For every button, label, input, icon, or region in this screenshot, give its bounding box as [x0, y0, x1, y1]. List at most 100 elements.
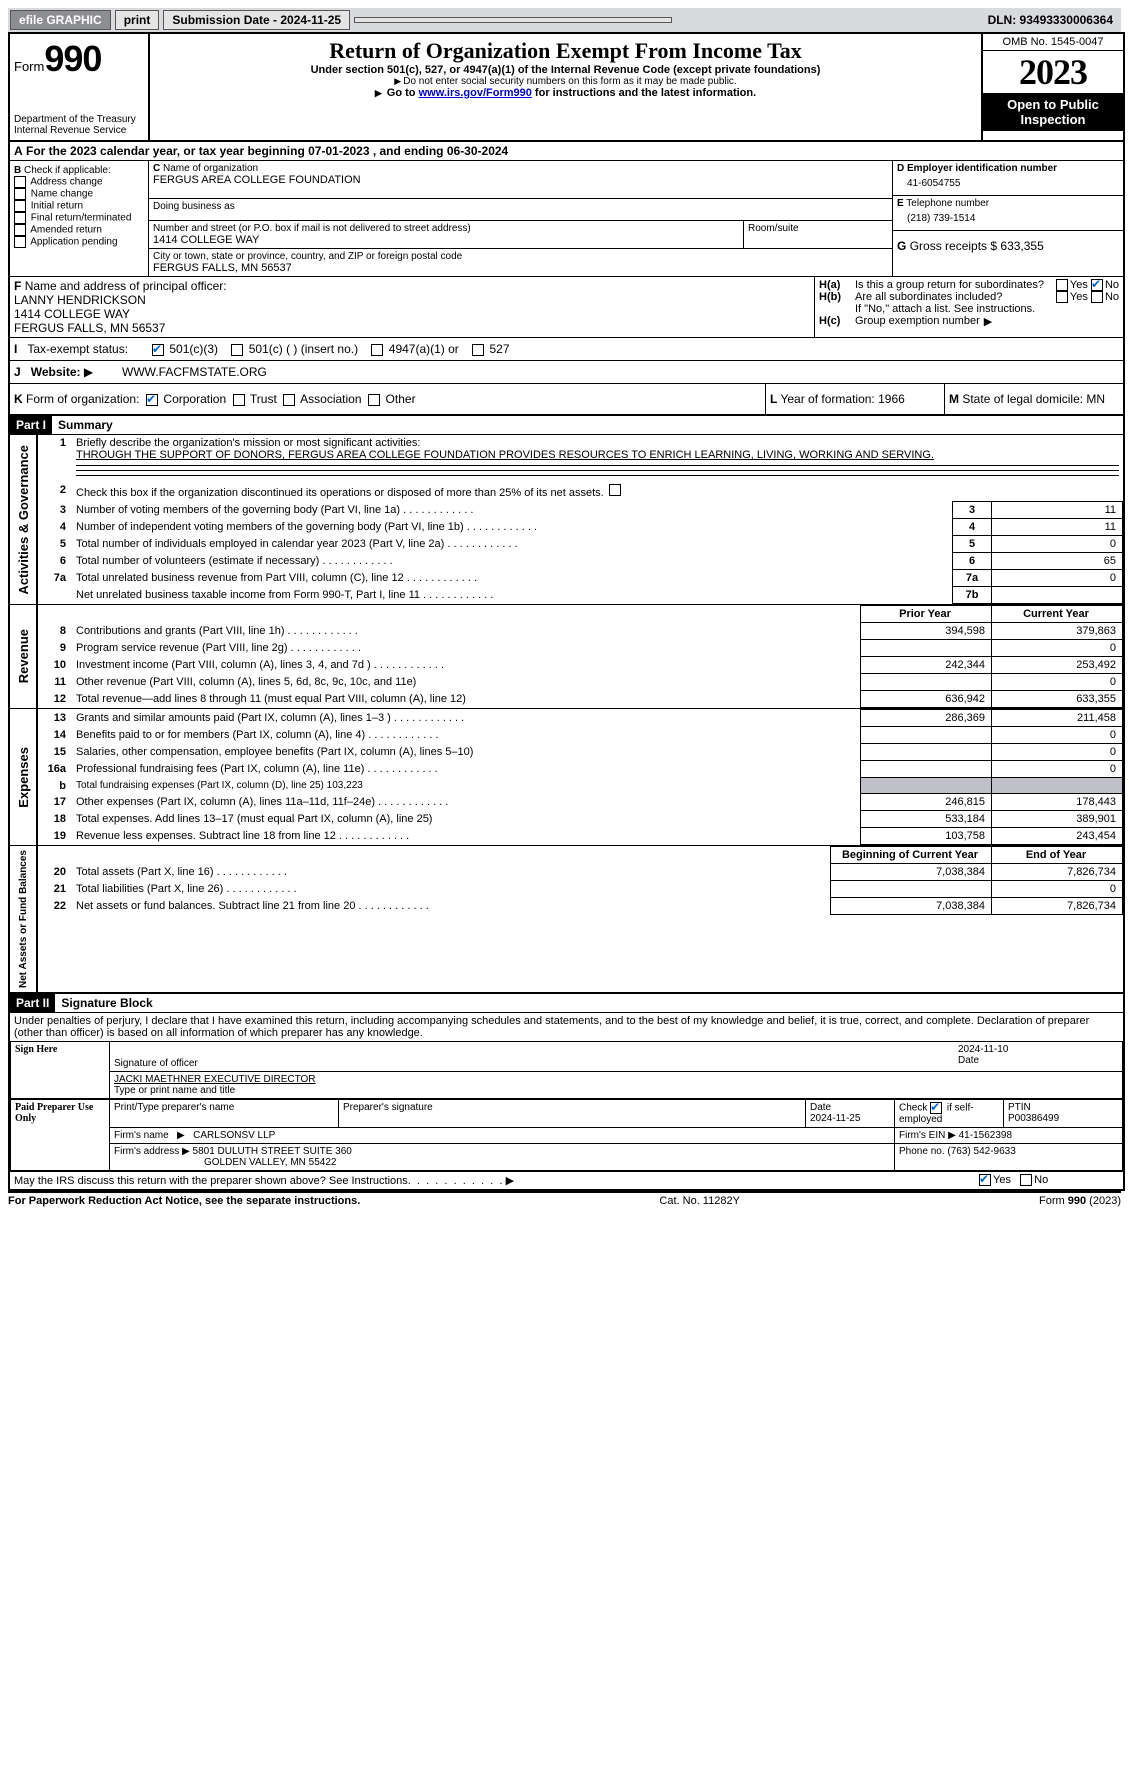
gov-table: 1 Briefly describe the organization's mi… [38, 435, 1123, 604]
section-fh: F Name and address of principal officer:… [10, 276, 1123, 337]
hb-yes[interactable] [1056, 291, 1068, 303]
officer-signed-name: JACKI MAETHNER EXECUTIVE DIRECTOR [114, 1074, 316, 1085]
form-subtitle-3: Go to www.irs.gov/Form990 for instructio… [158, 87, 973, 99]
discuss-row: May the IRS discuss this return with the… [10, 1171, 1123, 1189]
col-deg: D Employer identification number41-60547… [892, 161, 1123, 276]
footer-mid: Cat. No. 11282Y [659, 1195, 740, 1207]
net-section: Net Assets or Fund Balances Beginning of… [10, 845, 1123, 992]
checkbox-app-pending[interactable] [14, 236, 26, 248]
row-i: I Tax-exempt status: 501(c)(3) 501(c) ( … [10, 337, 1123, 361]
header-mid: Return of Organization Exempt From Incom… [150, 34, 981, 140]
cb-501c3[interactable] [152, 344, 164, 356]
tax-year: 2023 [983, 51, 1123, 93]
irs-label: Internal Revenue Service [14, 125, 144, 136]
omb-number: OMB No. 1545-0047 [983, 34, 1123, 51]
part1-body: Activities & Governance 1 Briefly descri… [10, 435, 1123, 604]
firm-name: CARLSONSV LLP [193, 1130, 275, 1141]
checkbox-address-change[interactable] [14, 176, 26, 188]
discuss-yes[interactable] [979, 1174, 991, 1186]
ha-yes[interactable] [1056, 279, 1068, 291]
footer-left: For Paperwork Reduction Act Notice, see … [8, 1195, 360, 1207]
sign-here-label: Sign Here [11, 1042, 110, 1099]
officer-street: 1414 COLLEGE WAY [14, 307, 130, 321]
exp-table: 13Grants and similar amounts paid (Part … [38, 709, 1123, 845]
cb-other[interactable] [368, 394, 380, 406]
firm-addr1: 5801 DULUTH STREET SUITE 360 [193, 1146, 352, 1157]
firm-ein: 41-1562398 [959, 1130, 1012, 1141]
part1-header: Part ISummary [10, 414, 1123, 435]
toolbar-spacer [354, 17, 672, 23]
form-header: Form990 Department of the Treasury Inter… [10, 34, 1123, 142]
cb-527[interactable] [472, 344, 484, 356]
paid-preparer-label: Paid Preparer Use Only [11, 1100, 110, 1171]
calendar-year-text: For the 2023 calendar year, or tax year … [26, 144, 508, 158]
revenue-section: Revenue Prior YearCurrent Year 8Contribu… [10, 604, 1123, 708]
efile-button[interactable]: efile GRAPHIC [10, 10, 111, 30]
mission-text: THROUGH THE SUPPORT OF DONORS, FERGUS AR… [76, 449, 934, 461]
row-a: A For the 2023 calendar year, or tax yea… [10, 142, 1123, 161]
checkbox-name-change[interactable] [14, 188, 26, 200]
sign-date: 2024-11-10 [958, 1044, 1008, 1055]
open-inspection: Open to Public Inspection [983, 93, 1123, 131]
checkbox-initial-return[interactable] [14, 200, 26, 212]
top-toolbar: efile GRAPHIC print Submission Date - 20… [8, 8, 1121, 32]
checkbox-amended[interactable] [14, 224, 26, 236]
officer-city: FERGUS FALLS, MN 56537 [14, 321, 165, 335]
footer-right: Form 990 (2023) [1039, 1195, 1121, 1207]
col-b: B Check if applicable: Address change Na… [10, 161, 149, 276]
row-j: J Website: ▶ WWW.FACFMSTATE.ORG [10, 361, 1123, 384]
state-domicile: MN [1086, 392, 1105, 406]
firm-addr2: GOLDEN VALLEY, MN 55422 [114, 1157, 336, 1168]
cb-4947[interactable] [371, 344, 383, 356]
irs-link[interactable]: www.irs.gov/Form990 [419, 87, 532, 99]
hb-no[interactable] [1091, 291, 1103, 303]
cb-self-employed[interactable] [930, 1102, 942, 1114]
form-title: Return of Organization Exempt From Incom… [158, 38, 973, 64]
discuss-no[interactable] [1020, 1174, 1032, 1186]
row-klm: K Form of organization: Corporation Trus… [10, 384, 1123, 414]
net-label: Net Assets or Fund Balances [16, 846, 31, 992]
cb-assoc[interactable] [283, 394, 295, 406]
officer-name: LANNY HENDRICKSON [14, 293, 146, 307]
paid-preparer-table: Paid Preparer Use Only Print/Type prepar… [10, 1099, 1123, 1171]
firm-phone: (763) 542-9633 [947, 1146, 1015, 1157]
dept-label: Department of the Treasury [14, 114, 144, 125]
cb-501c[interactable] [231, 344, 243, 356]
year-formation: 1966 [878, 392, 905, 406]
col-c: C Name of organizationFERGUS AREA COLLEG… [149, 161, 892, 276]
form-container: Form990 Department of the Treasury Inter… [8, 32, 1125, 1191]
exp-label: Expenses [14, 743, 33, 812]
rev-label: Revenue [14, 625, 33, 687]
submission-date-label: Submission Date - 2024-11-25 [163, 10, 350, 30]
cb-discontinued[interactable] [609, 484, 621, 496]
declaration-text: Under penalties of perjury, I declare th… [10, 1013, 1123, 1041]
gov-label: Activities & Governance [14, 441, 33, 599]
header-right: OMB No. 1545-0047 2023 Open to Public In… [981, 34, 1123, 140]
form-subtitle-1: Under section 501(c), 527, or 4947(a)(1)… [158, 64, 973, 76]
ein-value: 41-6054755 [897, 174, 1119, 193]
sign-here-table: Sign Here Signature of officer 2024-11-1… [10, 1041, 1123, 1099]
rev-table: Prior YearCurrent Year 8Contributions an… [38, 605, 1123, 708]
gross-receipts: 633,355 [1000, 239, 1043, 253]
part2-header: Part IISignature Block [10, 992, 1123, 1013]
ptin-value: P00386499 [1008, 1113, 1059, 1124]
form-word: Form [14, 59, 44, 74]
dln-label: DLN: 93493330006364 [988, 13, 1119, 27]
net-table: Beginning of Current YearEnd of Year 20T… [38, 846, 1123, 915]
website-value: WWW.FACFMSTATE.ORG [122, 365, 267, 379]
section-bcdeg: B Check if applicable: Address change Na… [10, 161, 1123, 276]
ha-no[interactable] [1091, 279, 1103, 291]
cb-corp[interactable] [146, 394, 158, 406]
expenses-section: Expenses 13Grants and similar amounts pa… [10, 708, 1123, 845]
checkbox-final-return[interactable] [14, 212, 26, 224]
print-button[interactable]: print [115, 10, 160, 30]
cb-trust[interactable] [233, 394, 245, 406]
form-number: 990 [44, 38, 101, 79]
h-section: H(a)Is this a group return for subordina… [815, 277, 1123, 337]
footer: For Paperwork Reduction Act Notice, see … [8, 1191, 1121, 1207]
prep-date: 2024-11-25 [810, 1113, 860, 1124]
form-subtitle-2: Do not enter social security numbers on … [158, 76, 973, 87]
org-name: FERGUS AREA COLLEGE FOUNDATION [153, 174, 361, 186]
street-address: 1414 COLLEGE WAY [153, 234, 259, 246]
phone-value: (218) 739-1514 [897, 209, 1119, 228]
